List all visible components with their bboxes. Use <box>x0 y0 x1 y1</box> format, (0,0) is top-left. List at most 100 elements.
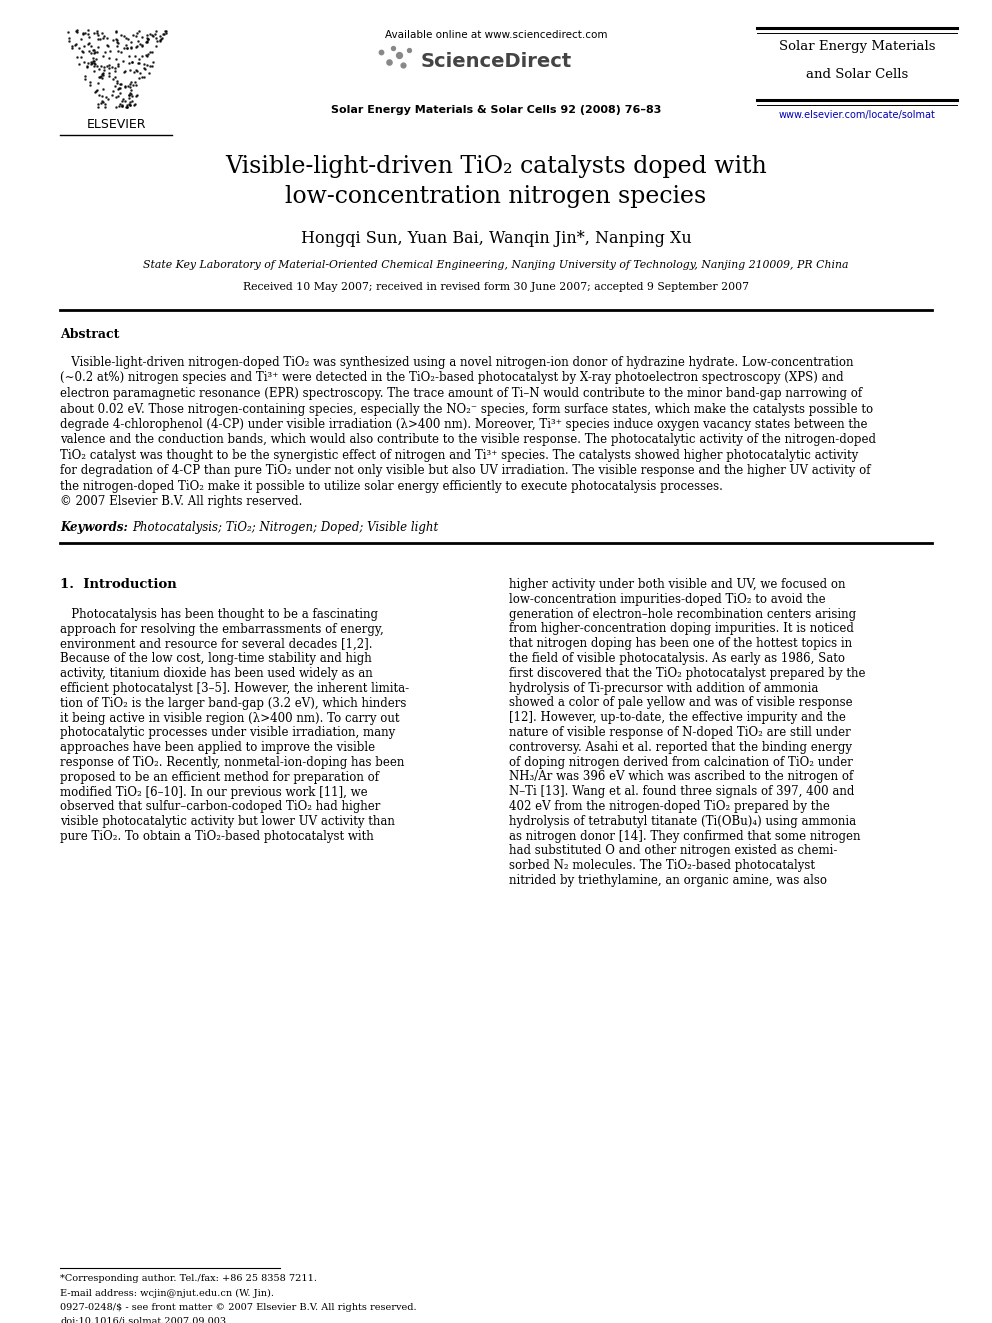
Point <box>80 53 96 74</box>
Text: observed that sulfur–carbon-codoped TiO₂ had higher: observed that sulfur–carbon-codoped TiO₂… <box>60 800 380 814</box>
Point <box>123 32 139 53</box>
Point <box>391 45 407 66</box>
Point <box>123 37 139 58</box>
Point <box>68 21 84 42</box>
Text: environment and resource for several decades [1,2].: environment and resource for several dec… <box>60 638 373 651</box>
Point <box>95 28 111 49</box>
Point <box>121 46 137 67</box>
Text: Abstract: Abstract <box>60 328 119 341</box>
Point <box>119 37 135 58</box>
Point <box>122 60 138 81</box>
Point <box>90 36 106 57</box>
Point <box>118 34 134 56</box>
Point <box>142 24 158 45</box>
Point <box>129 22 145 44</box>
Point <box>128 60 144 81</box>
Point <box>128 25 144 46</box>
Point <box>92 66 108 87</box>
Text: TiO₂ catalyst was thought to be the synergistic effect of nitrogen and Ti³⁺ spec: TiO₂ catalyst was thought to be the syne… <box>60 448 858 462</box>
Point <box>89 21 105 42</box>
Point <box>122 77 138 98</box>
Point <box>108 29 124 50</box>
Point <box>80 24 96 45</box>
Point <box>93 22 109 44</box>
Point <box>85 42 101 64</box>
Point <box>401 40 417 61</box>
Text: hydrolysis of Ti-precursor with addition of ammonia: hydrolysis of Ti-precursor with addition… <box>509 681 817 695</box>
Point <box>74 22 90 44</box>
Point <box>95 62 111 83</box>
Point <box>107 58 123 79</box>
Point <box>123 71 139 93</box>
Text: hydrolysis of tetrabutyl titanate (Ti(OBu)₄) using ammonia: hydrolysis of tetrabutyl titanate (Ti(OB… <box>509 815 856 828</box>
Point <box>99 34 115 56</box>
Point <box>128 37 144 58</box>
Point <box>74 41 90 62</box>
Point <box>86 53 102 74</box>
Point <box>153 29 169 50</box>
Point <box>158 21 174 42</box>
Text: modified TiO₂ [6–10]. In our previous work [11], we: modified TiO₂ [6–10]. In our previous wo… <box>60 786 368 799</box>
Point <box>134 66 150 87</box>
Text: 1.  Introduction: 1. Introduction <box>60 578 177 591</box>
Point <box>110 53 126 74</box>
Point <box>107 60 123 81</box>
Point <box>126 95 142 116</box>
Point <box>157 20 173 41</box>
Point <box>155 24 171 45</box>
Point <box>90 28 106 49</box>
Point <box>69 46 85 67</box>
Point <box>129 85 145 106</box>
Point <box>152 29 168 50</box>
Text: doi:10.1016/j.solmat.2007.09.003: doi:10.1016/j.solmat.2007.09.003 <box>60 1318 226 1323</box>
Point <box>128 94 144 115</box>
Point <box>94 64 110 85</box>
Point <box>145 52 161 73</box>
Text: photocatalytic processes under visible irradiation, many: photocatalytic processes under visible i… <box>60 726 395 740</box>
Point <box>122 87 138 108</box>
Point <box>156 24 172 45</box>
Point <box>131 67 147 89</box>
Text: Available online at www.sciencedirect.com: Available online at www.sciencedirect.co… <box>385 30 607 40</box>
Point <box>81 32 97 53</box>
Point <box>134 46 150 67</box>
Point <box>78 57 94 78</box>
Point <box>122 73 138 94</box>
Point <box>74 24 90 45</box>
Text: www.elsevier.com/locate/solmat: www.elsevier.com/locate/solmat <box>779 110 935 120</box>
Point <box>117 77 133 98</box>
Point <box>73 29 89 50</box>
Point <box>145 25 161 46</box>
Text: about 0.02 eV. Those nitrogen-containing species, especially the NO₂⁻ species, f: about 0.02 eV. Those nitrogen-containing… <box>60 402 873 415</box>
Point <box>91 58 107 79</box>
Point <box>142 41 158 62</box>
Text: [12]. However, up-to-date, the effective impurity and the: [12]. However, up-to-date, the effective… <box>509 712 845 724</box>
Point <box>86 56 102 77</box>
Text: electron paramagnetic resonance (EPR) spectroscopy. The trace amount of Ti–N wou: electron paramagnetic resonance (EPR) sp… <box>60 388 862 400</box>
Point <box>125 74 141 95</box>
Point <box>94 45 110 66</box>
Point <box>99 56 115 77</box>
Text: Photocatalysis; TiO₂; Nitrogen; Doped; Visible light: Photocatalysis; TiO₂; Nitrogen; Doped; V… <box>132 521 438 534</box>
Text: (∼0.2 at%) nitrogen species and Ti³⁺ were detected in the TiO₂-based photocataly: (∼0.2 at%) nitrogen species and Ti³⁺ wer… <box>60 372 843 385</box>
Point <box>76 36 92 57</box>
Point <box>89 94 105 115</box>
Point <box>118 28 134 49</box>
Point <box>91 83 107 105</box>
Text: it being active in visible region (λ>400 nm). To carry out: it being active in visible region (λ>400… <box>60 712 400 725</box>
Text: efficient photocatalyst [3–5]. However, the inherent limita-: efficient photocatalyst [3–5]. However, … <box>60 681 409 695</box>
Point <box>113 74 129 95</box>
Text: as nitrogen donor [14]. They confirmed that some nitrogen: as nitrogen donor [14]. They confirmed t… <box>509 830 860 843</box>
Point <box>81 71 97 93</box>
Point <box>84 48 100 69</box>
Point <box>112 82 128 103</box>
Point <box>134 36 150 57</box>
Point <box>120 28 136 49</box>
Point <box>118 97 134 118</box>
Text: NH₃/Ar was 396 eV which was ascribed to the nitrogen of: NH₃/Ar was 396 eV which was ascribed to … <box>509 770 853 783</box>
Point <box>79 20 95 41</box>
Point <box>93 93 109 114</box>
Point <box>69 20 85 41</box>
Point <box>107 21 123 42</box>
Point <box>89 41 105 62</box>
